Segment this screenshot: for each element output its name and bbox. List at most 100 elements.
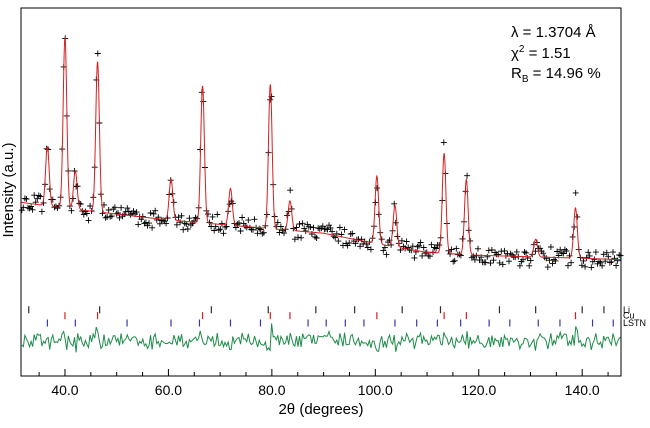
observed-point [347,231,354,237]
observed-point [603,249,610,256]
observed-point [473,252,480,259]
observed-point [554,248,561,255]
observed-point [284,212,291,219]
observed-point [23,196,30,202]
observed-point [173,221,180,228]
x-tick-label: 100.0 [358,382,393,398]
observed-point [116,214,123,221]
observed-point [94,50,101,57]
observed-point [448,246,455,253]
observed-point [209,213,216,220]
observed-point [153,216,160,223]
y-axis-label: Intensity (a.u.) [0,142,17,237]
observed-point [341,226,348,233]
observed-point [453,245,460,252]
observed-point [600,251,607,258]
observed-point [422,250,429,257]
observed-point [251,216,258,223]
observed-point [105,207,112,213]
observed-point [226,201,233,208]
observed-point [149,224,156,231]
observed-point [28,203,35,210]
x-tick-label: 80.0 [258,382,285,398]
observed-point [552,257,559,264]
observed-point [450,258,457,265]
observed-point [574,213,581,220]
observed-point [150,210,157,217]
observed-point [475,245,481,252]
observed-point [565,262,571,269]
observed-point [613,262,620,269]
observed-point [85,217,92,224]
observed-point [352,240,359,247]
observed-point [164,215,171,221]
observed-point [313,235,320,241]
observed-point [35,192,42,199]
x-tick-label: 40.0 [51,382,78,398]
observed-point [260,229,267,236]
plot-frame [20,7,622,377]
observed-point [115,210,121,216]
observed-point [543,255,550,262]
observed-point [490,257,497,264]
observed-point [223,223,230,230]
observed-point [412,248,419,255]
observed-point [124,205,131,212]
observed-point [21,195,28,202]
x-tick-label: 120.0 [461,382,496,398]
observed-point [276,229,283,236]
observed-point [147,210,154,216]
observed-point [29,206,36,213]
observed-point [135,221,142,228]
observed-point [561,246,568,253]
observed-point [599,262,606,269]
observed-point [592,249,599,256]
observed-point [80,211,87,218]
observed-point [296,221,303,227]
observed-point [281,230,287,237]
observed-point [111,204,118,211]
observed-point [256,225,263,232]
observed-point [419,252,426,259]
observed-point [540,250,547,257]
observed-point [222,224,229,231]
observed-point [254,230,261,237]
observed-point [301,225,308,232]
observed-point [239,214,246,221]
observed-point [107,213,114,220]
chi-exponent: 2 [519,44,525,55]
chi-symbol: χ [511,45,519,62]
observed-point [414,243,421,250]
observed-point [549,260,556,267]
observed-point [220,230,227,237]
observed-point [68,207,75,214]
observed-point [330,233,337,240]
observed-point [349,230,356,237]
observed-point [180,226,187,233]
observed-point [560,250,567,257]
observed-point [329,228,336,235]
observed-point [397,247,404,253]
observed-point [205,211,211,218]
observed-point [572,189,579,196]
observed-point [585,249,592,256]
observed-point [250,226,256,233]
observed-point [34,195,41,202]
observed-point [436,242,443,249]
calculated-curve [20,37,622,261]
observed-point [488,247,495,253]
observed-point [83,210,90,217]
rb-symbol: R [511,65,522,82]
observed-point [420,244,427,251]
x-tick-label: 140.0 [565,382,600,398]
observed-point [99,210,106,217]
observed-point [526,262,533,269]
observed-point [501,247,508,254]
observed-point [142,219,149,226]
observed-point [156,220,163,227]
observed-point [482,259,489,266]
observed-point [411,254,418,261]
phase-label-li: Li [623,305,630,315]
observed-point [218,220,225,227]
